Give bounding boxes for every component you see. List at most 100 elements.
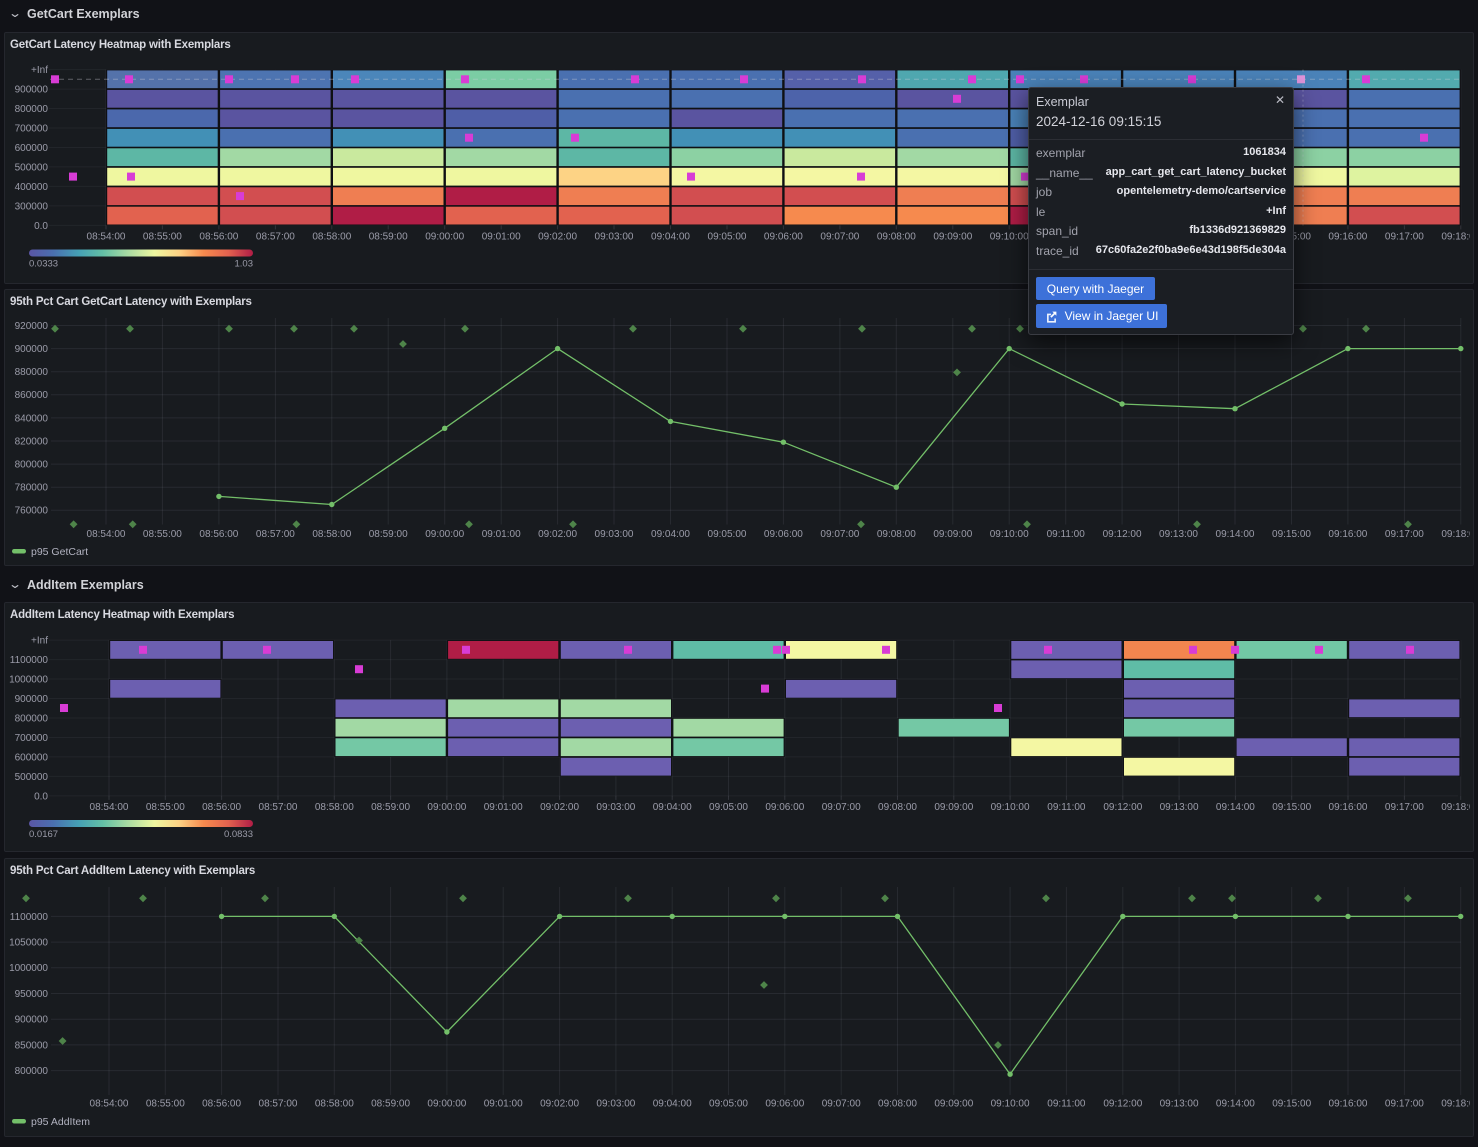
svg-text:09:04:00: 09:04:00 <box>653 1099 692 1110</box>
svg-text:09:00:00: 09:00:00 <box>427 802 466 813</box>
svg-text:09:00:00: 09:00:00 <box>425 232 464 243</box>
svg-text:09:01:00: 09:01:00 <box>482 232 521 243</box>
svg-text:09:07:00: 09:07:00 <box>822 1099 861 1110</box>
svg-text:09:16:00: 09:16:00 <box>1329 802 1368 813</box>
svg-text:09:05:00: 09:05:00 <box>708 529 747 540</box>
svg-text:800000: 800000 <box>15 1066 49 1077</box>
svg-text:09:13:00: 09:13:00 <box>1159 529 1198 540</box>
svg-text:08:54:00: 08:54:00 <box>87 232 126 243</box>
svg-text:760000: 760000 <box>15 506 49 517</box>
svg-text:09:04:00: 09:04:00 <box>651 529 690 540</box>
svg-text:800000: 800000 <box>15 713 49 724</box>
svg-text:800000: 800000 <box>15 460 49 471</box>
svg-text:09:07:00: 09:07:00 <box>820 232 859 243</box>
svg-text:08:57:00: 08:57:00 <box>259 802 298 813</box>
svg-text:600000: 600000 <box>15 752 49 763</box>
svg-text:850000: 850000 <box>15 1040 49 1051</box>
svg-text:08:54:00: 08:54:00 <box>90 802 129 813</box>
svg-text:1000000: 1000000 <box>9 674 48 685</box>
svg-text:0.0: 0.0 <box>34 791 48 802</box>
svg-text:500000: 500000 <box>15 162 49 173</box>
svg-text:08:58:00: 08:58:00 <box>312 529 351 540</box>
svg-text:09:05:00: 09:05:00 <box>709 1099 748 1110</box>
svg-text:09:06:00: 09:06:00 <box>765 802 804 813</box>
svg-text:09:04:00: 09:04:00 <box>653 802 692 813</box>
svg-text:08:57:00: 08:57:00 <box>256 232 295 243</box>
svg-text:950000: 950000 <box>15 989 49 1000</box>
svg-text:09:07:00: 09:07:00 <box>822 802 861 813</box>
svg-text:09:17:00: 09:17:00 <box>1385 1099 1424 1110</box>
svg-text:08:59:00: 08:59:00 <box>369 529 408 540</box>
svg-text:09:02:00: 09:02:00 <box>540 802 579 813</box>
svg-text:09:06:00: 09:06:00 <box>764 232 803 243</box>
svg-text:09:12:00: 09:12:00 <box>1103 1099 1142 1110</box>
svg-text:1100000: 1100000 <box>10 655 49 666</box>
svg-text:600000: 600000 <box>15 143 49 154</box>
svg-text:700000: 700000 <box>15 123 49 134</box>
svg-text:08:55:00: 08:55:00 <box>146 1099 185 1110</box>
svg-text:09:09:00: 09:09:00 <box>934 1099 973 1110</box>
svg-text:09:00:00: 09:00:00 <box>427 1099 466 1110</box>
svg-text:+Inf: +Inf <box>31 636 48 647</box>
svg-text:880000: 880000 <box>15 367 49 378</box>
svg-text:+Inf: +Inf <box>31 65 48 76</box>
svg-text:0.0: 0.0 <box>34 221 48 232</box>
svg-text:500000: 500000 <box>15 772 49 783</box>
svg-text:p95 AddItem: p95 AddItem <box>31 1116 90 1128</box>
svg-text:08:54:00: 08:54:00 <box>90 1099 129 1110</box>
svg-text:400000: 400000 <box>15 182 49 193</box>
svg-text:08:55:00: 08:55:00 <box>143 232 182 243</box>
svg-text:08:54:00: 08:54:00 <box>87 529 126 540</box>
svg-text:08:56:00: 08:56:00 <box>199 232 238 243</box>
svg-text:09:18:00: 09:18:00 <box>1441 232 1470 243</box>
svg-text:09:14:00: 09:14:00 <box>1216 529 1255 540</box>
svg-text:09:15:00: 09:15:00 <box>1272 1099 1311 1110</box>
svg-text:09:12:00: 09:12:00 <box>1103 802 1142 813</box>
svg-text:1000000: 1000000 <box>9 963 48 974</box>
svg-text:09:08:00: 09:08:00 <box>877 232 916 243</box>
svg-text:0.0833: 0.0833 <box>224 829 253 840</box>
svg-text:09:15:00: 09:15:00 <box>1272 529 1311 540</box>
svg-text:09:14:00: 09:14:00 <box>1216 802 1255 813</box>
svg-text:09:15:00: 09:15:00 <box>1272 802 1311 813</box>
svg-text:09:18:00: 09:18:00 <box>1441 529 1470 540</box>
svg-text:09:09:00: 09:09:00 <box>933 529 972 540</box>
svg-text:900000: 900000 <box>15 694 49 705</box>
svg-text:09:17:00: 09:17:00 <box>1385 802 1424 813</box>
svg-text:09:03:00: 09:03:00 <box>595 232 634 243</box>
svg-text:08:55:00: 08:55:00 <box>143 529 182 540</box>
svg-text:08:59:00: 08:59:00 <box>371 802 410 813</box>
svg-text:09:16:00: 09:16:00 <box>1328 232 1367 243</box>
svg-text:860000: 860000 <box>15 390 49 401</box>
svg-text:1100000: 1100000 <box>10 912 49 923</box>
svg-text:08:56:00: 08:56:00 <box>202 1099 241 1110</box>
svg-text:09:09:00: 09:09:00 <box>934 802 973 813</box>
svg-text:09:09:00: 09:09:00 <box>933 232 972 243</box>
svg-text:09:01:00: 09:01:00 <box>484 1099 523 1110</box>
svg-text:09:08:00: 09:08:00 <box>878 802 917 813</box>
svg-text:700000: 700000 <box>15 733 49 744</box>
svg-text:08:59:00: 08:59:00 <box>369 232 408 243</box>
svg-text:09:05:00: 09:05:00 <box>708 232 747 243</box>
svg-text:09:02:00: 09:02:00 <box>538 232 577 243</box>
svg-text:09:01:00: 09:01:00 <box>482 529 521 540</box>
svg-text:09:11:00: 09:11:00 <box>1047 529 1086 540</box>
svg-text:09:07:00: 09:07:00 <box>820 529 859 540</box>
svg-text:09:17:00: 09:17:00 <box>1385 232 1424 243</box>
svg-text:08:59:00: 08:59:00 <box>371 1099 410 1110</box>
svg-text:09:16:00: 09:16:00 <box>1328 529 1367 540</box>
svg-text:08:57:00: 08:57:00 <box>259 1099 298 1110</box>
svg-text:1050000: 1050000 <box>9 938 48 949</box>
svg-text:08:58:00: 08:58:00 <box>312 232 351 243</box>
svg-text:p95 GetCart: p95 GetCart <box>31 546 88 558</box>
svg-text:1.03: 1.03 <box>235 259 254 270</box>
svg-text:09:05:00: 09:05:00 <box>709 802 748 813</box>
svg-text:09:16:00: 09:16:00 <box>1329 1099 1368 1110</box>
svg-text:09:03:00: 09:03:00 <box>596 1099 635 1110</box>
svg-text:08:57:00: 08:57:00 <box>256 529 295 540</box>
svg-text:900000: 900000 <box>15 1015 49 1026</box>
svg-text:0.0333: 0.0333 <box>29 259 58 270</box>
svg-text:09:14:00: 09:14:00 <box>1216 1099 1255 1110</box>
svg-text:09:03:00: 09:03:00 <box>595 529 634 540</box>
svg-text:09:10:00: 09:10:00 <box>990 529 1029 540</box>
